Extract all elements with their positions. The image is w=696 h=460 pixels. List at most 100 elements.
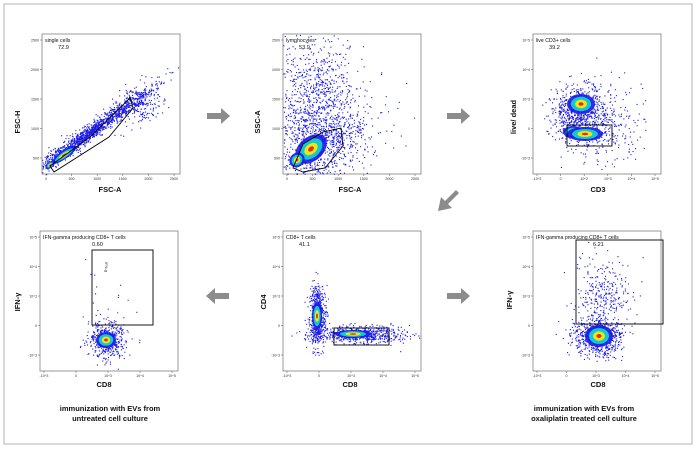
event-dot: [121, 349, 122, 350]
event-dot: [572, 117, 573, 118]
event-dot: [336, 123, 337, 124]
event-dot: [327, 112, 328, 113]
event-dot: [576, 91, 577, 92]
event-dot: [347, 101, 348, 102]
event-dot: [98, 133, 99, 134]
event-dot: [584, 117, 585, 118]
event-dot: [324, 59, 325, 60]
event-dot: [305, 89, 306, 90]
event-dot: [121, 113, 122, 114]
event-dot: [336, 81, 337, 82]
event-dot: [67, 145, 68, 146]
event-dot: [127, 111, 128, 112]
event-dot: [326, 107, 327, 108]
event-dot: [349, 166, 350, 167]
event-dot: [332, 147, 333, 148]
event-dot: [338, 147, 339, 148]
event-dot: [328, 39, 329, 40]
density-layer-peak: [582, 133, 588, 136]
event-dot: [294, 127, 295, 128]
event-dot: [339, 159, 340, 160]
event-dot: [311, 113, 312, 114]
event-dot: [112, 99, 113, 100]
event-dot: [604, 139, 605, 140]
event-dot: [289, 105, 290, 106]
event-dot: [323, 100, 324, 101]
event-dot: [94, 332, 95, 333]
event-dot: [103, 119, 104, 120]
event-dot: [295, 111, 296, 112]
event-dot: [360, 124, 361, 125]
event-dot: [339, 142, 340, 143]
event-dot: [335, 133, 336, 134]
event-dot: [293, 46, 294, 47]
event-dot: [321, 126, 322, 127]
event-dot: [55, 152, 56, 153]
event-dot: [594, 91, 595, 92]
event-dot: [283, 73, 284, 74]
event-dot: [103, 349, 104, 350]
event-dot: [149, 113, 150, 114]
event-dot: [297, 173, 298, 174]
event-dot: [578, 93, 579, 94]
event-dot: [291, 108, 292, 109]
event-dot: [59, 149, 60, 150]
event-dot: [336, 117, 337, 118]
event-dot: [114, 320, 115, 321]
event-dot: [318, 89, 319, 90]
event-dot: [118, 341, 119, 342]
event-dot: [310, 88, 311, 89]
event-dot: [331, 149, 332, 150]
event-dot: [337, 114, 338, 115]
event-dot: [336, 147, 337, 148]
event-dot: [287, 152, 288, 153]
event-dot: [49, 170, 50, 171]
event-dot: [297, 120, 298, 121]
event-dot: [295, 134, 296, 135]
event-dot: [118, 343, 119, 344]
event-dot: [110, 126, 111, 127]
event-dot: [105, 324, 106, 325]
event-dot: [108, 127, 109, 128]
event-dot: [315, 115, 316, 116]
event-dot: [623, 118, 624, 119]
event-dot: [306, 167, 307, 168]
event-dot: [308, 98, 309, 99]
event-dot: [359, 130, 360, 131]
event-dot: [289, 127, 290, 128]
event-dot: [573, 118, 574, 119]
event-dot: [119, 95, 120, 96]
event-dot: [72, 136, 73, 137]
event-dot: [92, 137, 93, 138]
event-dot: [149, 100, 150, 101]
event-dot: [331, 152, 332, 153]
event-dot: [140, 96, 141, 97]
event-dot: [139, 342, 140, 343]
event-dot: [562, 137, 563, 138]
event-dot: [314, 102, 315, 103]
event-dot: [319, 85, 320, 86]
event-dot: [324, 327, 325, 328]
event-dot: [113, 328, 114, 329]
event-dot: [292, 81, 293, 82]
event-dot: [304, 131, 305, 132]
event-dot: [337, 99, 338, 100]
event-dot: [571, 140, 572, 141]
x-tick-label: 10^3: [347, 374, 355, 378]
event-dot: [350, 116, 351, 117]
event-dot: [330, 141, 331, 142]
event-dot: [337, 150, 338, 151]
event-dot: [139, 99, 140, 100]
x-tick-label: 10^3: [104, 374, 112, 378]
event-dot: [285, 116, 286, 117]
density-layer-peak: [578, 102, 583, 106]
event-dot: [309, 320, 310, 321]
event-dot: [313, 303, 314, 304]
event-dot: [315, 286, 316, 287]
event-dot: [318, 95, 319, 96]
event-dot: [125, 121, 126, 122]
event-dot: [334, 106, 335, 107]
event-dot: [287, 166, 288, 167]
event-dot: [623, 133, 624, 134]
event-dot: [550, 121, 551, 122]
